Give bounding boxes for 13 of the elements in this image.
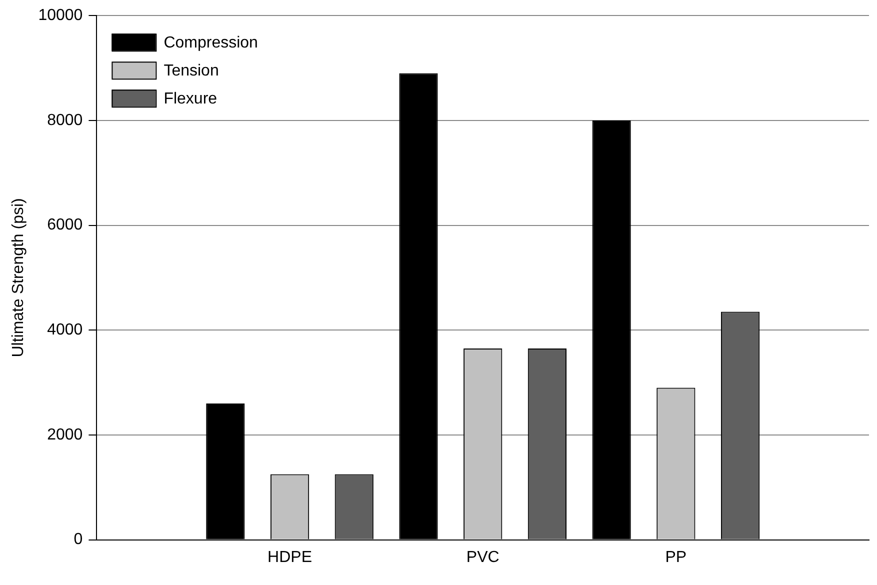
x-tick-label: HDPE <box>268 548 312 566</box>
legend-label: Flexure <box>164 90 218 108</box>
y-tick-label: 2000 <box>47 426 83 444</box>
legend-label: Tension <box>164 62 219 80</box>
y-tick-label: 4000 <box>47 322 83 339</box>
y-tick-label: 8000 <box>47 112 83 129</box>
y-tick-label: 10000 <box>38 7 83 24</box>
y-tick-label: 6000 <box>47 216 83 234</box>
y-tick-label: 0 <box>74 531 83 548</box>
legend-label: Compression <box>164 34 258 52</box>
y-axis-title: Ultimate Strength (psi) <box>10 198 28 358</box>
x-tick-label: PP <box>665 548 687 566</box>
x-tick-label: PVC <box>466 548 500 566</box>
